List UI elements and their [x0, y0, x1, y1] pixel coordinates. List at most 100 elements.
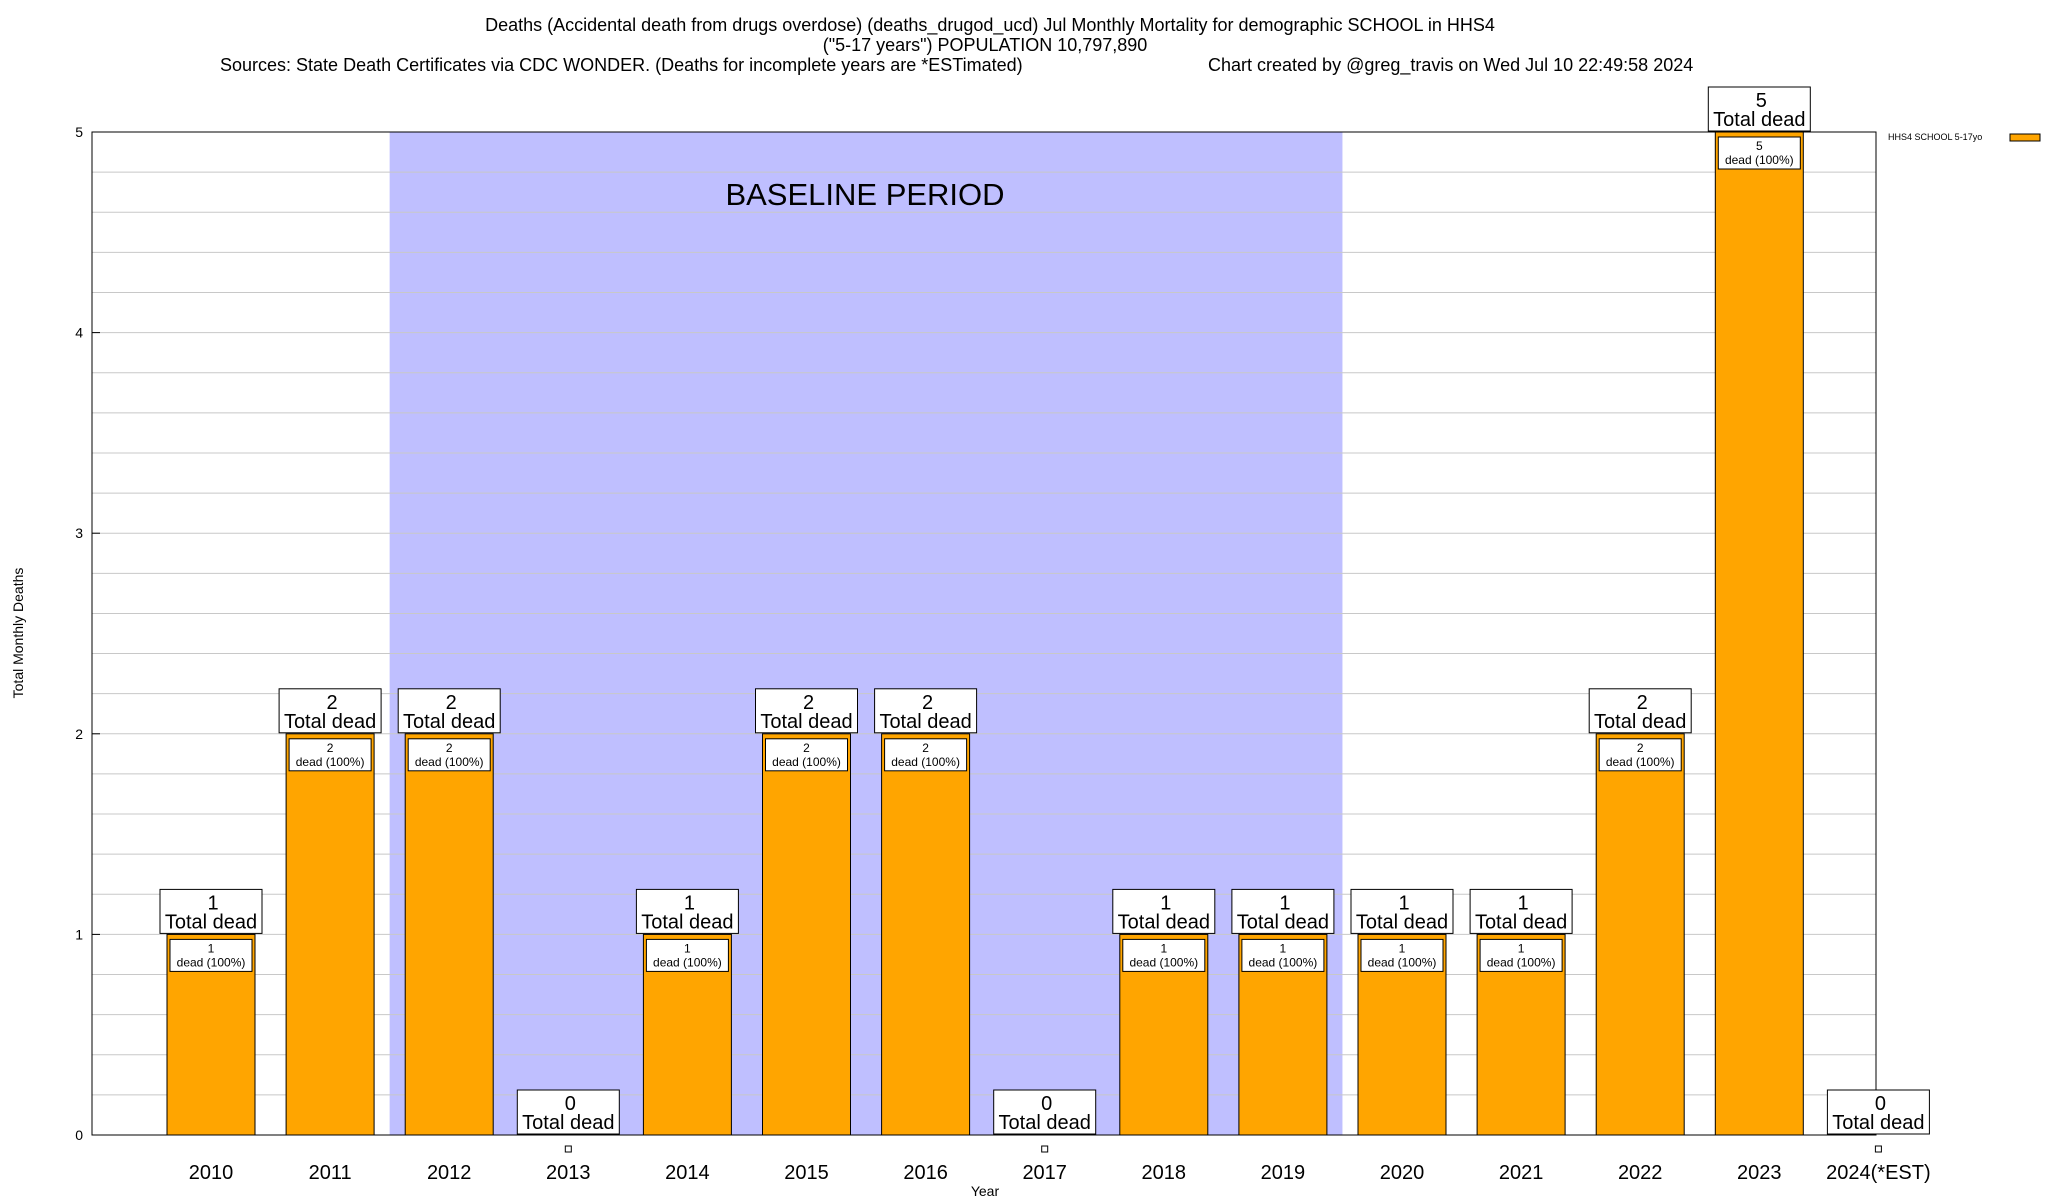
- bar-inner-label-box: [1479, 938, 1563, 972]
- x-tick-label: 2021: [1499, 1162, 1544, 1184]
- total-value-label: 0: [1041, 1093, 1052, 1115]
- chart-sources: Sources: State Death Certificates via CD…: [220, 55, 1023, 75]
- total-dead-label: Total dead: [879, 711, 971, 733]
- total-dead-label: Total dead: [641, 911, 733, 933]
- total-dead-label: Total dead: [1237, 911, 1329, 933]
- total-dead-label: Total dead: [284, 711, 376, 733]
- total-dead-label: Total dead: [1832, 1112, 1924, 1134]
- bar-inner-label-box: [765, 738, 848, 772]
- total-dead-label: Total dead: [165, 911, 257, 933]
- total-label-box: [1588, 688, 1692, 734]
- total-dead-label: Total dead: [1594, 711, 1686, 733]
- chart-credit: Chart created by @greg_travis on Wed Jul…: [1208, 55, 1693, 76]
- y-tick-label: 0: [75, 1127, 83, 1143]
- bar-inner-value: 1: [1280, 941, 1287, 955]
- zero-marker: [1874, 1145, 1882, 1153]
- total-value-label: 0: [1875, 1093, 1886, 1115]
- bar: [1714, 131, 1804, 1136]
- bar-inner-percent: dead (100%): [415, 755, 484, 769]
- total-label-box: [755, 688, 858, 734]
- bar-inner-value: 1: [1160, 941, 1167, 955]
- zero-marker: [564, 1145, 572, 1153]
- total-dead-label: Total dead: [1118, 911, 1210, 933]
- chart-title-line1: Deaths (Accidental death from drugs over…: [485, 15, 1495, 36]
- total-label-box: [993, 1089, 1097, 1135]
- bar: [1595, 733, 1685, 1136]
- bar: [762, 733, 851, 1136]
- total-dead-label: Total dead: [760, 711, 852, 733]
- bar-inner-label-box: [1122, 938, 1206, 972]
- bar-inner-label-box: [1717, 136, 1801, 170]
- x-tick-label: 2015: [784, 1162, 829, 1184]
- total-value-label: 2: [922, 692, 933, 714]
- total-value-label: 1: [1160, 892, 1171, 914]
- x-axis-label: Year: [971, 1183, 1000, 1199]
- x-tick-label: 2017: [1022, 1162, 1067, 1184]
- total-dead-label: Total dead: [1475, 911, 1567, 933]
- total-label-box: [1112, 888, 1216, 934]
- baseline-period-label: BASELINE PERIOD: [725, 177, 1004, 212]
- y-tick-label: 2: [75, 726, 83, 742]
- bar-inner-value: 1: [684, 941, 691, 955]
- total-label-box: [1707, 86, 1811, 132]
- bar-inner-value: 5: [1756, 139, 1763, 153]
- total-label-box: [1469, 888, 1573, 934]
- total-value-label: 5: [1756, 90, 1767, 112]
- bar-inner-label-box: [884, 738, 968, 772]
- bar-inner-label-box: [169, 938, 253, 972]
- total-value-label: 2: [1637, 692, 1648, 714]
- x-tick-label: 2022: [1618, 1162, 1663, 1184]
- total-dead-label: Total dead: [403, 711, 495, 733]
- bar-inner-percent: dead (100%): [653, 955, 722, 969]
- bar-inner-percent: dead (100%): [1725, 153, 1794, 167]
- x-tick-label: 2016: [903, 1162, 948, 1184]
- bar: [285, 733, 375, 1136]
- bar-inner-label-box: [1360, 938, 1444, 972]
- total-label-box: [874, 688, 978, 734]
- total-value-label: 1: [207, 892, 218, 914]
- bar-inner-percent: dead (100%): [177, 955, 246, 969]
- bar-inner-label-box: [288, 738, 372, 772]
- x-tick-label: 2014: [665, 1162, 710, 1184]
- total-label-box: [516, 1089, 620, 1135]
- x-tick-label: 2023: [1737, 1162, 1782, 1184]
- x-tick-label: 2012: [427, 1162, 472, 1184]
- bar-inner-percent: dead (100%): [891, 755, 960, 769]
- bar-inner-percent: dead (100%): [1129, 955, 1198, 969]
- x-tick-label: 2018: [1142, 1162, 1187, 1184]
- legend-swatch: [2009, 133, 2041, 142]
- bar-inner-value: 1: [1518, 941, 1525, 955]
- total-dead-label: Total dead: [1713, 109, 1805, 131]
- y-tick-label: 5: [75, 124, 83, 140]
- bar-inner-value: 1: [1399, 941, 1406, 955]
- chart-title-line2: ("5-17 years") POPULATION 10,797,890: [823, 35, 1148, 55]
- bar-inner-value: 2: [1637, 741, 1644, 755]
- bar-inner-value: 2: [446, 741, 453, 755]
- total-label-box: [159, 888, 263, 934]
- total-value-label: 1: [684, 892, 695, 914]
- total-dead-label: Total dead: [522, 1112, 614, 1134]
- total-label-box: [397, 688, 501, 734]
- bar-inner-value: 2: [922, 741, 929, 755]
- total-label-box: [1350, 888, 1454, 934]
- legend-label: HHS4 SCHOOL 5-17yo: [1888, 132, 1982, 142]
- y-tick-label: 3: [75, 525, 83, 541]
- bar: [404, 733, 494, 1136]
- bar-inner-label-box: [645, 938, 729, 972]
- x-tick-label: 2010: [189, 1162, 234, 1184]
- total-dead-label: Total dead: [1356, 911, 1448, 933]
- bar-inner-percent: dead (100%): [1606, 755, 1675, 769]
- bar-inner-percent: dead (100%): [1249, 955, 1318, 969]
